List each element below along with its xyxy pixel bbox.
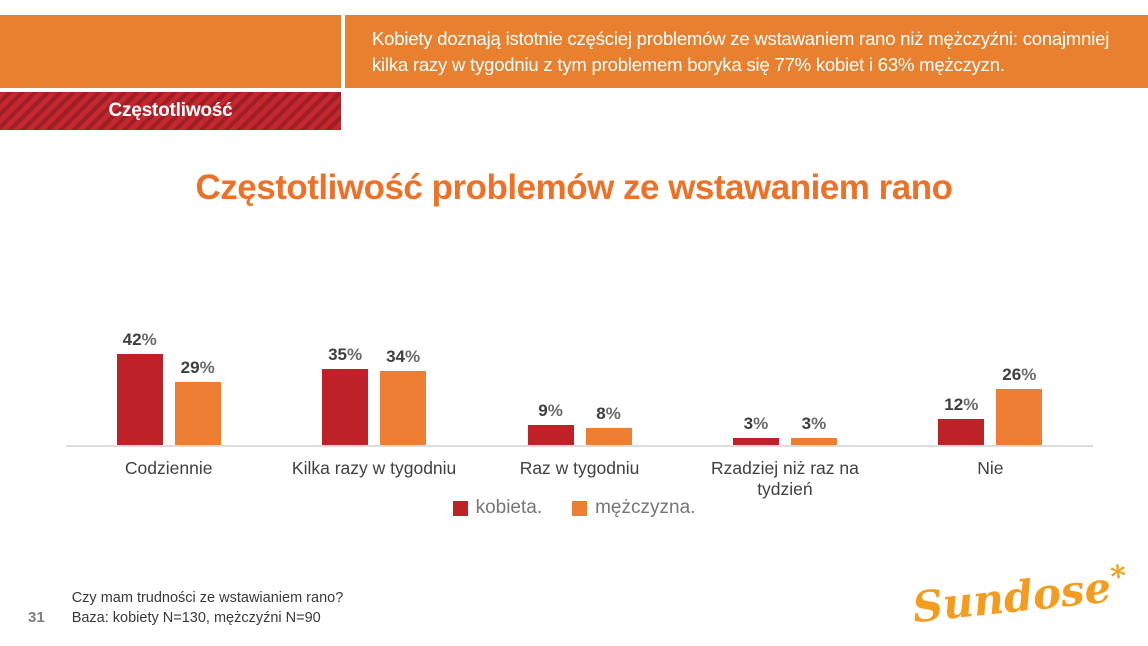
bar-kobieta (938, 419, 985, 445)
bar-mczyzna (996, 389, 1043, 445)
bar-value-label: 34% (386, 347, 421, 366)
bar-kobieta (732, 438, 779, 445)
bar-value-label: 12% (944, 395, 979, 414)
bar-column: 34% (380, 347, 427, 445)
legend-item: mężczyzna. (572, 497, 695, 519)
header-accent-block (0, 15, 341, 88)
category-label: Rzadziej niż raz na tydzień (710, 458, 859, 499)
chart-legend: kobieta. mężczyzna. (0, 497, 1148, 519)
bar-mczyzna (174, 382, 221, 445)
category-label: Codziennie (124, 458, 213, 478)
header-callout-text: Kobiety doznają istotnie częściej proble… (372, 27, 1110, 75)
footnotes: Czy mam trudności ze wstawianiem rano? B… (72, 588, 344, 628)
bar-group: 9% 8% (477, 401, 682, 445)
bar-value-label: 8% (596, 404, 621, 423)
bar-group: 42% 29% (66, 330, 271, 445)
bar-group: 3% 3% (682, 414, 887, 445)
section-tab: Częstotliwość (0, 92, 341, 130)
header-callout: Kobiety doznają istotnie częściej proble… (345, 15, 1148, 88)
bar-column: 12% (938, 395, 985, 445)
bar-column: 9% (527, 401, 574, 445)
bar-group: 35% 34% (271, 345, 476, 445)
bar-kobieta (527, 425, 574, 445)
legend-swatch-icon (452, 500, 468, 516)
sundose-logo-asterisk-icon: * (1109, 558, 1129, 596)
bar-mczyzna (380, 371, 427, 445)
bar-value-label: 42% (122, 330, 157, 349)
bar-chart: 42% 29% 35% 34% 9% 8% 3% 3% 12% 26% Codziennie Kil… (66, 292, 1093, 500)
bar-value-label: 9% (538, 401, 563, 420)
bar-column: 29% (174, 358, 221, 445)
bar-kobieta (116, 354, 163, 445)
bar-column: 26% (996, 365, 1043, 445)
bar-column: 3% (732, 414, 779, 445)
category-label: Nie (977, 458, 1004, 478)
sundose-logo: Sundose* (910, 559, 1130, 632)
chart-category-axis: Codziennie Kilka razy w tygodniu Raz w tyg… (66, 447, 1093, 500)
bar-column: 42% (116, 330, 163, 445)
bar-value-label: 3% (743, 414, 769, 433)
bar-kobieta (322, 369, 369, 445)
bar-value-label: 29% (180, 358, 215, 377)
bar-mczyzna (790, 438, 837, 445)
bar-value-label: 3% (801, 414, 827, 433)
chart-plot-area: 42% 29% 35% 34% 9% 8% 3% 3% 12% 26% (66, 292, 1093, 447)
page-number: 31 (28, 609, 45, 626)
bar-column: 35% (322, 345, 369, 445)
legend-item: kobieta. (452, 497, 543, 519)
bar-mczyzna (585, 428, 632, 445)
bar-value-label: 35% (328, 345, 363, 364)
legend-swatch-icon (572, 500, 588, 516)
bar-group: 12% 26% (888, 365, 1093, 445)
bar-column: 3% (790, 414, 837, 445)
footer: 31 Czy mam trudności ze wstawianiem rano… (28, 588, 343, 628)
page-title: Częstotliwość problemów ze wstawaniem ra… (195, 168, 953, 207)
category-label: Kilka razy w tygodniu (291, 458, 457, 478)
section-tab-label: Częstotliwość (108, 100, 233, 121)
footnote-base: Baza: kobiety N=130, mężczyźni N=90 (71, 610, 321, 626)
legend-label: kobieta. (475, 497, 543, 518)
footnote-question: Czy mam trudności ze wstawianiem rano? (71, 590, 344, 606)
category-label: Raz w tygodniu (519, 458, 640, 478)
bar-column: 8% (585, 404, 632, 445)
bar-value-label: 26% (1002, 365, 1037, 384)
sundose-logo-text: Sundose (910, 562, 1114, 633)
legend-label: mężczyzna. (595, 497, 696, 518)
